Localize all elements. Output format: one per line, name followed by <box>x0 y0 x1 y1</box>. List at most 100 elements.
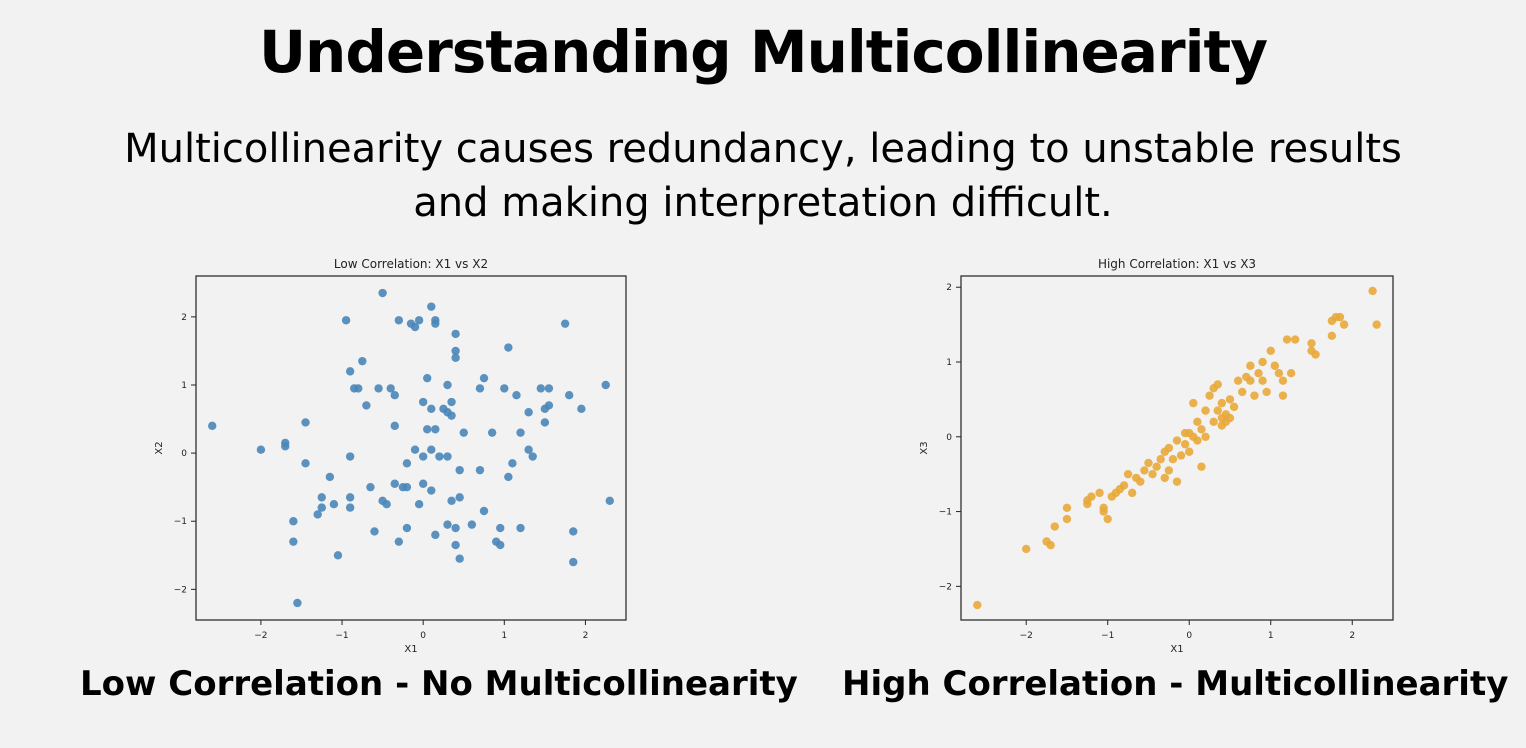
low-corr-data-point <box>451 540 460 550</box>
high-corr-data-point <box>1286 369 1296 378</box>
low-corr-data-point <box>301 418 310 427</box>
low-corr-data-point <box>447 397 456 407</box>
high-corr-data-point <box>1246 361 1255 370</box>
high-corr-plot-area <box>960 275 1394 621</box>
low-corr-data-point <box>402 523 412 533</box>
low-corr-data-point <box>289 517 298 526</box>
high-corr-x-tick-label: −2 <box>1020 631 1033 641</box>
page-subtitle: Multicollinearity causes redundancy, lea… <box>0 122 1526 230</box>
low-corr-x-axis-label: X1 <box>404 644 417 655</box>
low-corr-data-point <box>374 384 383 393</box>
low-corr-data-point <box>496 540 505 550</box>
low-corr-data-point <box>329 499 339 509</box>
low-corr-data-point <box>569 557 578 567</box>
high-corr-data-point <box>1372 320 1381 329</box>
high-corr-x-tick-label: 2 <box>1349 631 1355 641</box>
low-corr-data-point <box>544 401 554 410</box>
high-corr-data-point <box>1258 376 1267 385</box>
low-corr-data-point <box>496 523 505 533</box>
high-corr-y-tick-label: 2 <box>946 283 952 293</box>
low-corr-data-point <box>467 520 477 529</box>
low-corr-data-point <box>317 493 326 502</box>
low-corr-data-point <box>366 482 375 492</box>
low-corr-data-point <box>516 523 525 533</box>
low-corr-data-point <box>345 452 355 461</box>
low-corr-data-point <box>431 319 440 328</box>
low-corr-data-point <box>410 322 420 332</box>
high-corr-data-point <box>1127 488 1137 498</box>
low-corr-data-point <box>208 421 217 431</box>
high-corr-data-point <box>1368 286 1377 296</box>
high-corr-data-point <box>1172 436 1182 445</box>
high-corr-data-point <box>1250 391 1259 400</box>
low-corr-data-point <box>386 384 395 393</box>
high-corr-data-point <box>1233 376 1243 385</box>
high-corr-data-point <box>1339 320 1349 329</box>
low-corr-data-point <box>524 445 533 454</box>
low-corr-chart-title: Low Correlation: X1 vs X2 <box>334 257 488 271</box>
low-corr-data-point <box>313 510 322 519</box>
high-corr-data-point <box>1335 312 1345 322</box>
low-corr-data-point <box>487 428 497 437</box>
low-corr-y-tick-label: 1 <box>181 381 187 391</box>
low-corr-data-point <box>544 384 554 393</box>
low-corr-data-point <box>358 356 367 366</box>
high-corr-data-point <box>1164 443 1174 453</box>
low-corr-y-tick-label: −2 <box>174 585 187 595</box>
high-corr-data-point <box>1238 387 1247 397</box>
high-corr-data-point <box>1201 432 1210 441</box>
high-corr-data-point <box>1205 391 1214 400</box>
high-corr-data-point <box>1062 514 1072 524</box>
low-corr-data-point <box>427 445 436 454</box>
high-corr-data-point <box>1262 387 1271 397</box>
low-corr-y-tick-label: 2 <box>181 313 187 323</box>
high-corr-data-point <box>1254 369 1263 378</box>
low-corr-data-point <box>402 459 412 468</box>
low-corr-data-point <box>577 404 586 414</box>
low-corr-data-point <box>333 551 343 560</box>
low-corr-data-point <box>475 384 485 393</box>
high-corr-data-point <box>1197 462 1206 471</box>
low-corr-data-point <box>435 452 444 461</box>
low-corr-data-point <box>317 503 326 512</box>
high-corr-data-point <box>1201 406 1210 415</box>
high-corr-y-tick-label: 1 <box>946 358 952 368</box>
high-corr-data-point <box>1278 391 1288 400</box>
low-corr-data-point <box>281 438 290 448</box>
low-corr-plot-area <box>195 275 627 621</box>
low-corr-data-point <box>256 445 266 454</box>
low-corr-y-axis-label: X2 <box>154 441 165 454</box>
low-corr-data-point <box>345 503 355 512</box>
subtitle-line-1: Multicollinearity causes redundancy, lea… <box>124 126 1402 172</box>
low-corr-data-point <box>500 384 509 393</box>
subtitle-line-2: and making interpretation difficult. <box>413 180 1113 226</box>
high-corr-data-point <box>1144 458 1153 468</box>
low-corr-data-point <box>423 425 432 434</box>
high-corr-data-point <box>1282 335 1292 344</box>
low-corr-data-point <box>289 537 298 546</box>
high-corr-data-point <box>1266 346 1275 355</box>
low-corr-data-point <box>354 384 363 393</box>
low-corr-data-point <box>418 452 428 461</box>
low-corr-data-point <box>560 319 570 328</box>
low-corr-data-point <box>565 391 574 400</box>
low-corr-data-point <box>427 486 436 495</box>
high-corr-x-axis-label: X1 <box>1170 644 1183 655</box>
high-corr-data-point <box>1311 350 1320 359</box>
low-corr-data-point <box>455 465 464 475</box>
high-corr-data-point <box>1160 473 1169 483</box>
high-corr-data-point <box>1164 466 1174 475</box>
low-corr-data-point <box>528 452 537 461</box>
high-corr-data-point <box>1274 369 1284 378</box>
high-corr-y-tick-label: −1 <box>939 508 952 518</box>
low-corr-data-point <box>382 499 391 509</box>
low-corr-data-point <box>370 527 379 536</box>
right-chart-caption: High Correlation - Multicollinearity <box>842 664 1509 704</box>
high-corr-data-point <box>1193 417 1202 427</box>
high-corr-data-point <box>1168 455 1178 464</box>
low-corr-data-point <box>475 465 485 475</box>
low-corr-data-point <box>378 288 387 298</box>
high-corr-data-point <box>1022 544 1031 554</box>
high-corr-data-point <box>1197 425 1206 434</box>
